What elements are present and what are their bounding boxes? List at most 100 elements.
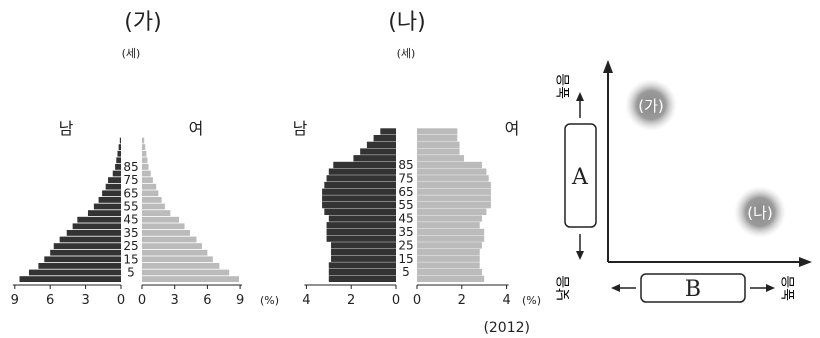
pyramid-na-male-bar [331, 248, 396, 256]
pyramid-na-male-tick-label: 4 [302, 293, 310, 308]
pyramid-na-female-tick-label: 2 [458, 293, 466, 308]
pyramid-ga-male-bar [108, 177, 121, 183]
pyramid-ga-female-bar [142, 150, 147, 157]
pyramid-ga-male-bar [115, 164, 121, 170]
pyramid-ga-male-bar [118, 144, 121, 150]
pyramid-na-male-label: 남 [293, 119, 308, 138]
pyramid-ga-male-bar [98, 197, 121, 203]
pyramid-ga-female-bar [142, 177, 153, 183]
pyramid-na-age-tick: 55 [398, 198, 413, 212]
pyramid-na-age-tick: 75 [398, 171, 413, 185]
pyramid-ga-male-bar [93, 203, 121, 210]
x-high-label: 높음 [781, 275, 797, 301]
pyramid-ga-age-unit: (세) [122, 47, 141, 60]
pyramid-ga-female-bar [142, 170, 151, 177]
pyramid-ga-male-tick-label: 6 [46, 293, 54, 308]
pyramid-na-male-bar [360, 148, 396, 155]
box-b [640, 273, 746, 303]
pyramid-ga-male-tick-label: 9 [11, 293, 19, 308]
pyramid-na-male-bar [322, 202, 396, 209]
pyramid-ga-male-tick-label: 3 [81, 293, 89, 308]
point-na-marker [734, 186, 786, 238]
pyramid-ga-male-bar [50, 249, 122, 256]
pyramid-na-female-bar [417, 168, 487, 175]
arrow-left-head [611, 284, 620, 292]
pyramid-ga-female-bar [142, 230, 190, 236]
pyramid-ga-male-bar [44, 256, 121, 263]
pyramid-na-female-bar [417, 275, 485, 282]
arrow-down-head [576, 251, 584, 260]
pyramid-ga-age-tick: 75 [123, 173, 138, 187]
pyramid-na-female-bar [417, 148, 460, 155]
pyramid-ga-female-bar [142, 197, 162, 203]
pyramid-na-female-bar [417, 208, 487, 215]
pyramid-na-age-tick: 65 [398, 185, 413, 199]
pyramid-na-title: (나) [388, 10, 425, 35]
pyramid-na-male-tick-label: 0 [392, 293, 400, 308]
pyramid-ga-age-tick: 45 [123, 213, 138, 227]
pyramid-ga-female-bar [142, 183, 157, 190]
pyramid-na-female-bar [417, 202, 491, 209]
box-a-label: A [571, 165, 589, 190]
pyramid-na-female-bar [417, 195, 491, 202]
pyramid-ga-female-tick-label: 9 [236, 293, 244, 308]
pyramid-na-age-tick: 35 [398, 225, 413, 239]
pyramid-ga-female-tick-label: 3 [171, 293, 179, 308]
pyramid-ga-male-bar [87, 210, 121, 216]
pyramid-na-male-bar [322, 195, 396, 202]
pyramid-ga-male-bar [72, 223, 121, 230]
pyramid-na-female-bar [417, 181, 491, 189]
pyramid-ga-female-bar [142, 256, 213, 263]
pyramid-ga-male-bar [77, 216, 121, 223]
pyramid-na-male-tick-label: 2 [347, 293, 355, 308]
pyramid-na-male-bar [328, 262, 396, 269]
pyramid-na-male-bar [322, 188, 396, 195]
pyramid-na-male-bar [366, 141, 396, 148]
pyramid-ga-title: (가) [124, 10, 161, 35]
arrow-up-head [576, 92, 584, 101]
pyramid-na-female-bar [417, 155, 465, 162]
pyramid-na-age-tick: 25 [398, 238, 413, 252]
pyramid-na-female-bar [417, 188, 491, 195]
pyramid-na-age-tick: 5 [402, 265, 410, 279]
pyramid-na-male-bar [328, 168, 396, 175]
pyramid-na-female-tick-label: 0 [413, 293, 421, 308]
pyramid-na-female-bar [417, 255, 480, 262]
pyramid-ga-male-bar [19, 276, 121, 282]
pyramid-ga-male-bar [28, 269, 121, 276]
pyramid-ga-female-bar [142, 223, 185, 230]
pyramid-na-year-label: (2012) [483, 320, 530, 336]
pyramid-ga-male-bar [119, 137, 121, 144]
pyramid-na-male-bar [326, 222, 396, 229]
pyramid-ga-female-bar [142, 249, 208, 256]
pyramid-ga-female-bar [142, 216, 180, 223]
pyramid-ga-female-bar [142, 144, 146, 150]
pyramid-ga-female-bar [142, 164, 149, 170]
pyramid-ga-age-tick: 65 [123, 186, 138, 200]
pyramid-na-male-bar [326, 235, 396, 242]
pyramid-na-male-bar [328, 269, 396, 276]
pyramid-na-female-bar [417, 228, 485, 236]
pyramid-ga-age-tick: 55 [123, 200, 138, 214]
point-na-label: (나) [747, 204, 773, 222]
pyramid-ga-male-bar [59, 236, 121, 243]
pyramid-na-female-bar [417, 248, 480, 256]
pyramid-na-male-bar [380, 128, 396, 135]
pyramid-ga-female-bar [142, 210, 171, 216]
pyramid-na-male-bar [328, 215, 396, 222]
pyramid-na-female-bar [417, 262, 480, 269]
x-low-label: 낮음 [556, 275, 572, 301]
pyramid-ga-female-bar [142, 243, 202, 249]
pyramid-na-female-bar [417, 135, 458, 142]
pyramid-ga-age-tick: 15 [123, 252, 138, 266]
pyramid-ga-x-unit: (%) [260, 294, 279, 307]
pyramid-na-male-bar [353, 155, 396, 162]
pyramid-ga-female-bar [142, 236, 197, 243]
pyramid-na-x-unit: (%) [522, 294, 541, 307]
pyramid-ga-female-bar [142, 269, 230, 276]
arrow-right-head [766, 284, 775, 292]
pyramid-ga-age-tick: 35 [123, 226, 138, 240]
